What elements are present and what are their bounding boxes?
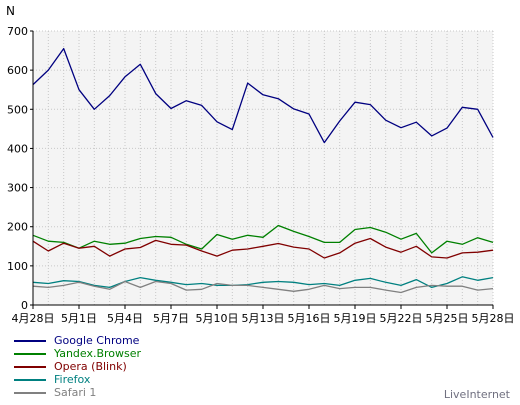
y-axis-label: N — [6, 4, 15, 18]
x-tick-label: 5月10日 — [196, 312, 239, 325]
legend-label: Yandex.Browser — [54, 347, 142, 360]
x-tick-label: 5月13日 — [242, 312, 285, 325]
x-tick-label: 5月1日 — [61, 312, 97, 325]
plot-background — [33, 31, 493, 305]
x-tick-label: 5月22日 — [380, 312, 423, 325]
x-tick-label: 5月28日 — [472, 312, 515, 325]
legend-label: Google Chrome — [54, 334, 140, 347]
legend-label: Firefox — [54, 373, 91, 386]
x-tick-label: 5月19日 — [334, 312, 377, 325]
legend-swatch — [14, 340, 46, 342]
y-tick-label: 500 — [7, 103, 28, 116]
y-tick-label: 100 — [7, 260, 28, 273]
y-tick-label: 700 — [7, 25, 28, 38]
legend-swatch — [14, 353, 46, 355]
series-line-opera-blink — [32, 237, 494, 259]
legend-swatch — [14, 366, 46, 368]
y-tick-label: 300 — [7, 182, 28, 195]
y-tick-label: 0 — [21, 299, 28, 312]
source-label: LiveInternet — [443, 388, 510, 401]
legend-label: Safari 1 — [54, 386, 97, 399]
y-tick-label: 600 — [7, 64, 28, 77]
series-line-safari-1 — [32, 280, 494, 294]
y-tick-label: 200 — [7, 221, 28, 234]
chart-plot: 0 100 200 300 400 500 600 700 N 4月28日 5月1日 5月4日 5月7日… — [6, 4, 515, 325]
series-line-google-chrome — [32, 47, 494, 144]
x-tick-label: 5月25日 — [426, 312, 469, 325]
x-tick-label: 5月4日 — [107, 312, 143, 325]
legend-swatch — [14, 392, 46, 394]
y-tick-label: 400 — [7, 142, 28, 155]
x-tick-label: 5月16日 — [288, 312, 331, 325]
legend-swatch — [14, 379, 46, 381]
series-line-yandex-browser — [32, 224, 494, 254]
x-tick-label: 4月28日 — [12, 312, 55, 325]
series-line-firefox — [32, 276, 494, 289]
x-tick-label: 5月7日 — [153, 312, 189, 325]
legend-label: Opera (Blink) — [54, 360, 127, 373]
